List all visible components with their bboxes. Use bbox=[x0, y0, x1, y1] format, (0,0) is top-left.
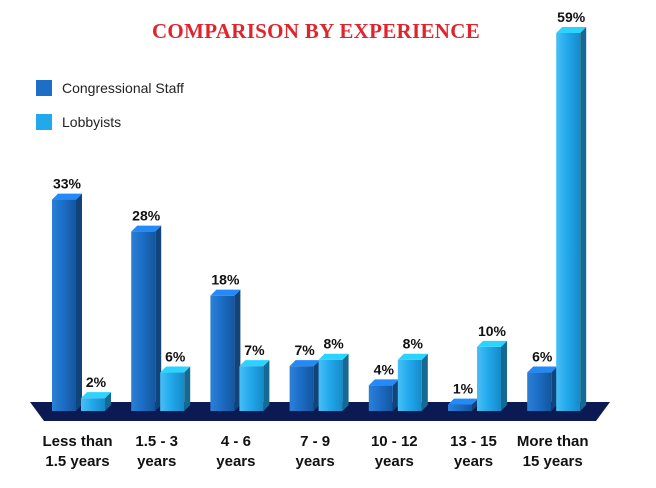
legend-label-lobbyists: Lobbyists bbox=[62, 114, 121, 130]
bar-lobbyists-more-than-15-years bbox=[556, 27, 587, 411]
value-label-lobbyists-1-5-3-years: 6% bbox=[165, 349, 186, 365]
category-label-7-9-years-line-1: 7 - 9 bbox=[300, 433, 330, 450]
bar-lobbyists-10-12-years bbox=[397, 353, 428, 411]
bar-front-lobbyists-7-9-years bbox=[318, 359, 343, 411]
legend-swatch-lobbyists bbox=[36, 114, 52, 130]
bar-top-lobbyists-less-than-1-5-years bbox=[81, 392, 111, 399]
bar-front-congressional-staff-4-6-years bbox=[210, 295, 235, 411]
bar-top-lobbyists-13-15-years bbox=[477, 340, 507, 347]
value-label-congressional-staff-less-than-1-5-years: 33% bbox=[53, 176, 82, 192]
bar-side-congressional-staff-1-5-3-years bbox=[155, 225, 162, 411]
category-label-1-5-3-years-line-2: years bbox=[137, 453, 176, 470]
bar-top-congressional-staff-10-12-years bbox=[368, 379, 399, 386]
bar-front-congressional-staff-1-5-3-years bbox=[131, 231, 156, 411]
bar-front-congressional-staff-7-9-years bbox=[289, 366, 314, 411]
category-label-4-6-years-line-2: years bbox=[216, 453, 255, 470]
bar-congressional-staff-4-6-years bbox=[210, 289, 241, 411]
bar-front-lobbyists-1-5-3-years bbox=[160, 372, 185, 411]
value-label-lobbyists-13-15-years: 10% bbox=[478, 323, 507, 339]
value-label-lobbyists-7-9-years: 8% bbox=[323, 336, 344, 352]
bar-side-lobbyists-10-12-years bbox=[421, 353, 428, 411]
chart-title: COMPARISON BY EXPERIENCE bbox=[152, 19, 480, 43]
value-label-congressional-staff-1-5-3-years: 28% bbox=[132, 208, 161, 224]
legend-label-congressional-staff: Congressional Staff bbox=[62, 80, 184, 96]
bar-congressional-staff-1-5-3-years bbox=[131, 225, 162, 411]
bar-top-congressional-staff-less-than-1-5-years bbox=[52, 193, 82, 200]
category-label-less-than-1-5-years-line-2: 1.5 years bbox=[45, 453, 109, 470]
bar-top-lobbyists-4-6-years bbox=[239, 360, 270, 367]
bar-congressional-staff-10-12-years bbox=[368, 379, 399, 411]
bar-lobbyists-1-5-3-years bbox=[160, 366, 191, 411]
value-label-lobbyists-less-than-1-5-years: 2% bbox=[86, 374, 107, 390]
category-labels-layer: Less than 1.5 years 1.5 - 3 years 4 - 6 years… bbox=[42, 433, 588, 470]
category-label-less-than-1-5-years-line-1: Less than bbox=[42, 433, 112, 450]
bar-side-congressional-staff-4-6-years bbox=[234, 289, 241, 411]
category-label-13-15-years-line-1: 13 - 15 bbox=[450, 433, 497, 450]
bar-top-lobbyists-1-5-3-years bbox=[160, 366, 191, 373]
value-label-lobbyists-4-6-years: 7% bbox=[244, 342, 265, 358]
bar-top-lobbyists-more-than-15-years bbox=[556, 27, 587, 33]
bar-front-congressional-staff-less-than-1-5-years bbox=[52, 199, 76, 411]
bar-side-lobbyists-less-than-1-5-years bbox=[105, 392, 111, 411]
bar-front-congressional-staff-10-12-years bbox=[368, 385, 393, 411]
bar-front-lobbyists-10-12-years bbox=[397, 359, 422, 411]
bar-top-lobbyists-10-12-years bbox=[397, 353, 428, 360]
bar-front-congressional-staff-13-15-years bbox=[448, 404, 472, 411]
bar-top-congressional-staff-13-15-years bbox=[448, 398, 478, 405]
category-label-more-than-15-years-line-1: More than bbox=[517, 433, 589, 450]
category-label-10-12-years-line-1: 10 - 12 bbox=[371, 433, 418, 450]
bar-congressional-staff-more-than-15-years bbox=[527, 366, 558, 411]
bar-side-congressional-staff-13-15-years bbox=[472, 398, 478, 411]
bar-congressional-staff-13-15-years bbox=[448, 398, 478, 411]
bar-top-congressional-staff-more-than-15-years bbox=[527, 366, 558, 373]
value-labels-layer: 33% 2% 28% 6% 18% 7% 7% 8% 4% 8% 1% 10% 6% 59% bbox=[53, 9, 586, 397]
value-label-congressional-staff-4-6-years: 18% bbox=[211, 272, 240, 288]
bar-side-congressional-staff-10-12-years bbox=[392, 379, 399, 411]
bar-top-lobbyists-7-9-years bbox=[318, 353, 349, 360]
bar-front-lobbyists-less-than-1-5-years bbox=[81, 398, 105, 411]
value-label-lobbyists-more-than-15-years: 59% bbox=[557, 9, 586, 25]
bar-front-lobbyists-4-6-years bbox=[239, 366, 264, 411]
category-label-7-9-years-line-2: years bbox=[295, 453, 334, 470]
bar-front-lobbyists-13-15-years bbox=[477, 346, 501, 411]
bar-side-lobbyists-4-6-years bbox=[263, 360, 270, 411]
bar-top-congressional-staff-4-6-years bbox=[210, 289, 241, 296]
bars-layer bbox=[52, 27, 587, 411]
value-label-lobbyists-10-12-years: 8% bbox=[403, 336, 424, 352]
category-label-more-than-15-years-line-2: 15 years bbox=[523, 453, 583, 470]
bar-side-congressional-staff-less-than-1-5-years bbox=[76, 193, 82, 411]
bar-lobbyists-less-than-1-5-years bbox=[81, 392, 111, 411]
category-label-13-15-years-line-2: years bbox=[454, 453, 493, 470]
bar-front-lobbyists-more-than-15-years bbox=[556, 33, 581, 411]
bar-side-lobbyists-7-9-years bbox=[342, 353, 349, 411]
value-label-congressional-staff-7-9-years: 7% bbox=[294, 342, 315, 358]
bar-top-congressional-staff-7-9-years bbox=[289, 360, 320, 367]
legend-swatch-congressional-staff bbox=[36, 80, 52, 96]
bar-lobbyists-13-15-years bbox=[477, 340, 507, 411]
value-label-congressional-staff-more-than-15-years: 6% bbox=[532, 349, 553, 365]
bar-side-lobbyists-1-5-3-years bbox=[184, 366, 191, 411]
bar-lobbyists-4-6-years bbox=[239, 360, 270, 411]
bar-side-lobbyists-more-than-15-years bbox=[580, 27, 587, 411]
bar-side-congressional-staff-more-than-15-years bbox=[551, 366, 558, 411]
value-label-congressional-staff-10-12-years: 4% bbox=[374, 361, 395, 377]
bar-congressional-staff-7-9-years bbox=[289, 360, 320, 411]
bar-front-congressional-staff-more-than-15-years bbox=[527, 372, 552, 411]
value-label-congressional-staff-13-15-years: 1% bbox=[453, 381, 474, 397]
category-label-4-6-years-line-1: 4 - 6 bbox=[221, 433, 251, 450]
bar-side-congressional-staff-7-9-years bbox=[313, 360, 320, 411]
bar-top-congressional-staff-1-5-3-years bbox=[131, 225, 162, 232]
category-label-10-12-years-line-2: years bbox=[375, 453, 414, 470]
bar-lobbyists-7-9-years bbox=[318, 353, 349, 411]
bar-side-lobbyists-13-15-years bbox=[501, 340, 507, 411]
bar-congressional-staff-less-than-1-5-years bbox=[52, 193, 82, 411]
category-label-1-5-3-years-line-1: 1.5 - 3 bbox=[135, 433, 178, 450]
legend: Congressional Staff Lobbyists bbox=[36, 80, 184, 130]
